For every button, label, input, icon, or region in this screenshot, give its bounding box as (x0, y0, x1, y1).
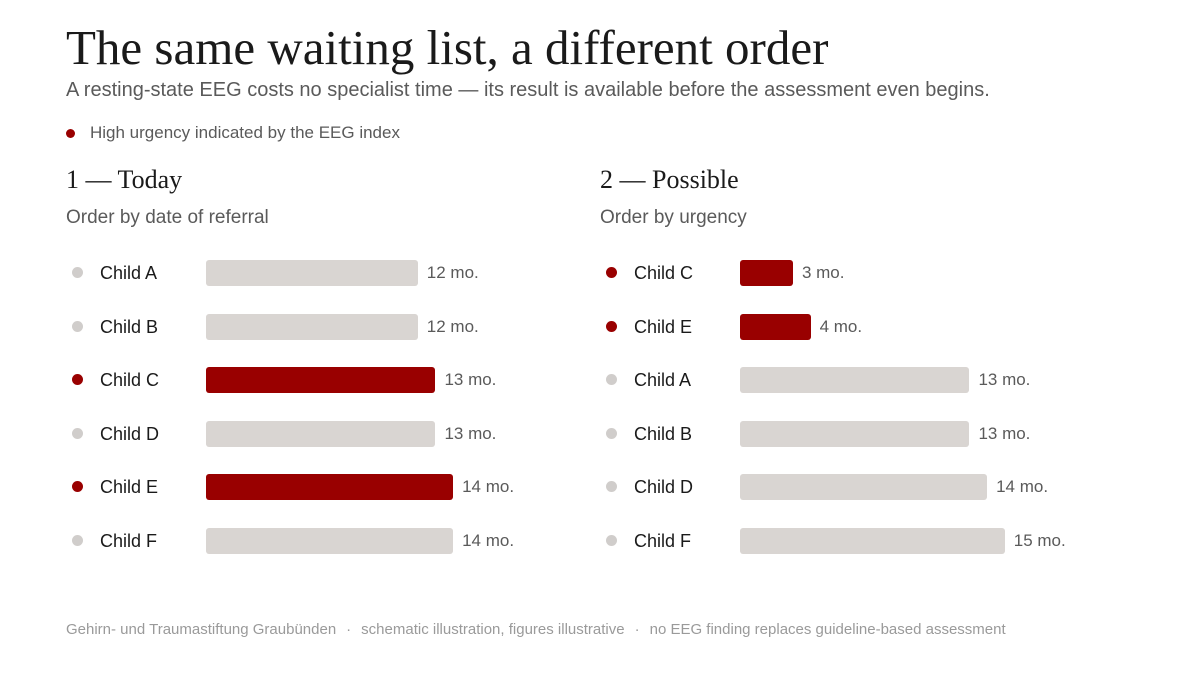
legend-marker (66, 128, 75, 138)
chart-row: Child E 14 mo. (66, 474, 586, 501)
footer-disclaimer: no EEG finding replaces guideline-based … (649, 621, 1006, 638)
urgency-dot (72, 320, 83, 332)
value-label: 13 mo. (444, 370, 497, 390)
panel-title: 1 — Today (66, 165, 183, 194)
value-label: 13 mo. (978, 370, 1031, 390)
value-label: 14 mo. (996, 477, 1049, 497)
wait-bar (206, 528, 454, 554)
panel-subtitle: Order by date of referral (66, 207, 269, 228)
footer-separator: · (346, 621, 352, 638)
value-label: 13 mo. (978, 423, 1031, 443)
wait-bar (206, 260, 418, 286)
category-label: Child D (634, 477, 694, 498)
category-label: Child C (100, 370, 160, 391)
urgency-dot-high (72, 481, 83, 493)
category-label: Child E (100, 477, 159, 498)
urgency-dot (606, 481, 617, 493)
category-label: Child B (100, 316, 159, 337)
wait-bar (206, 420, 436, 447)
footer: Gehirn- und Traumastiftung Graubünden · sc… (66, 619, 1006, 641)
wait-bar (740, 313, 811, 340)
chart-row: Child F 15 mo. (600, 528, 1120, 554)
wait-bar (740, 420, 970, 447)
wait-bar (740, 260, 793, 286)
wait-bar (740, 474, 988, 501)
category-label: Child A (634, 370, 692, 391)
footer-source: Gehirn- und Traumastiftung Graubünden (66, 621, 337, 638)
category-label: Child D (100, 423, 160, 444)
value-label: 14 mo. (462, 477, 515, 497)
wait-bar (740, 367, 970, 394)
chart-row: Child E 4 mo. (600, 313, 1120, 340)
value-label: 12 mo. (426, 316, 479, 336)
footer-separator: · (634, 621, 640, 638)
urgency-dot (72, 427, 83, 439)
urgency-dot (606, 535, 617, 546)
chart-row: Child C 3 mo. (600, 260, 1120, 286)
urgency-dot-high (606, 320, 617, 332)
chart-row: Child B 12 mo. (66, 313, 586, 340)
legend: High urgency indicated by the EEG index (66, 121, 400, 145)
wait-bar (206, 474, 454, 501)
urgency-dot (72, 535, 83, 546)
chart-row: Child C 13 mo. (66, 367, 586, 394)
wait-bar (206, 367, 436, 394)
category-label: Child F (634, 531, 692, 551)
value-label: 3 mo. (801, 263, 845, 282)
wait-bar (206, 313, 418, 340)
footer-note: schematic illustration, figures illustra… (361, 621, 625, 638)
value-label: 13 mo. (444, 423, 497, 443)
category-label: Child C (634, 263, 694, 283)
chart-subtitle: A resting-state EEG costs no specialist … (66, 79, 990, 101)
panel-possible: 2 — Possible Order by urgency Child C 3 m… (600, 160, 1120, 570)
wait-bar (740, 528, 1005, 554)
chart-row: Child F 14 mo. (66, 528, 586, 554)
chart-row: Child A 12 mo. (66, 260, 586, 286)
chart-row: Child D 14 mo. (600, 474, 1120, 501)
chart-row: Child B 13 mo. (600, 420, 1120, 447)
chart-title: The same waiting list, a different order (66, 20, 829, 75)
panel-title: 2 — Possible (600, 165, 739, 194)
panel-today: 1 — Today Order by date of referral Chil… (66, 160, 586, 570)
chart-row: Child A 13 mo. (600, 367, 1120, 394)
urgency-dot-high (606, 267, 617, 278)
legend-label: High urgency indicated by the EEG index (90, 123, 400, 142)
chart-row: Child D 13 mo. (66, 420, 586, 447)
value-label: 4 mo. (819, 316, 863, 336)
category-label: Child F (100, 531, 158, 551)
category-label: Child A (100, 263, 158, 283)
urgency-dot-high (72, 374, 83, 386)
panel-subtitle: Order by urgency (600, 207, 747, 228)
urgency-dot (606, 427, 617, 439)
category-label: Child E (634, 316, 693, 337)
category-label: Child B (634, 423, 693, 444)
urgency-dot (606, 374, 617, 386)
value-label: 14 mo. (462, 531, 515, 550)
value-label: 12 mo. (426, 263, 479, 282)
urgency-dot (72, 267, 83, 278)
value-label: 15 mo. (1013, 531, 1066, 550)
